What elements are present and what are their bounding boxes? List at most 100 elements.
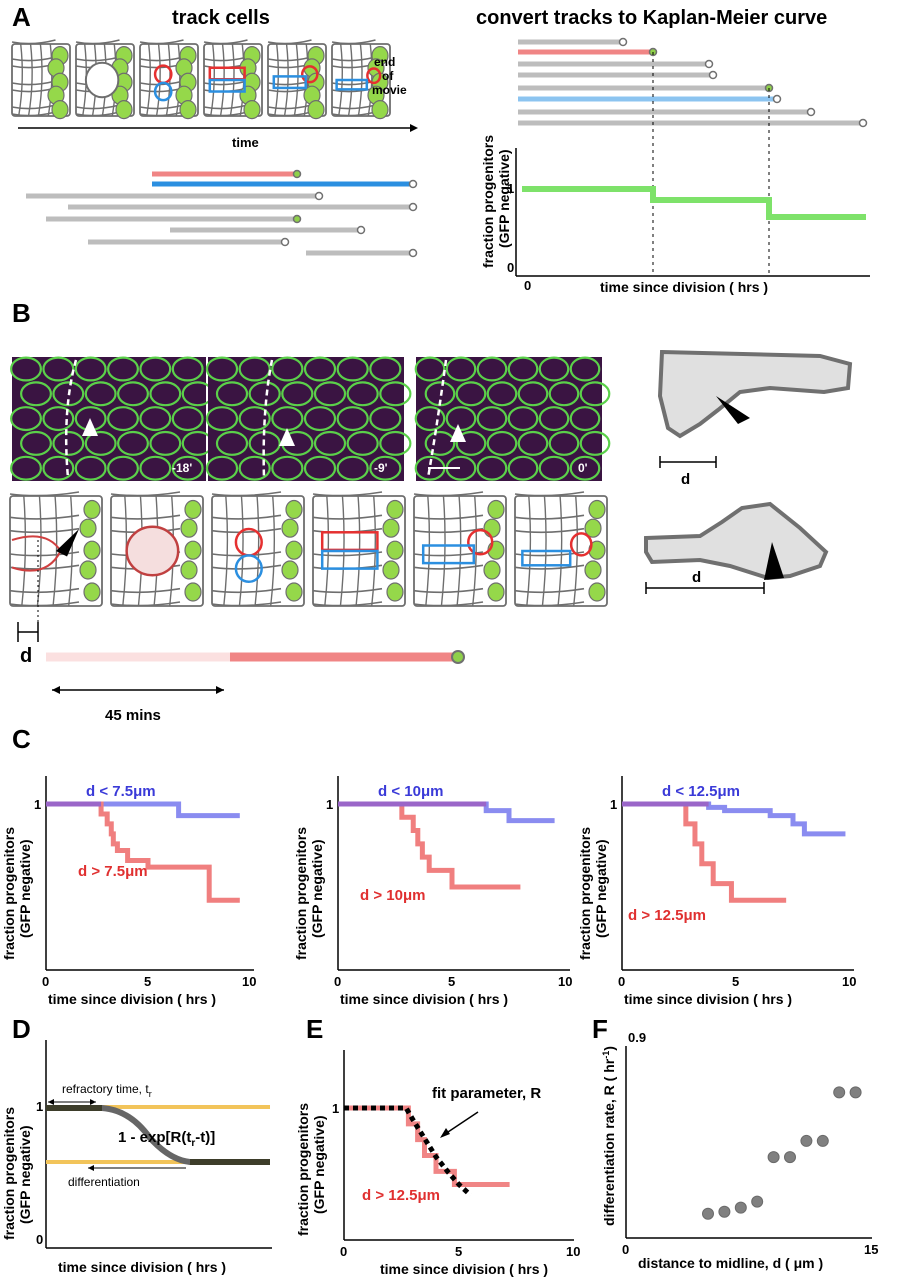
cell-frame: [9, 491, 103, 607]
track-end: [314, 191, 324, 201]
series-label: d > 12.5μm: [362, 1187, 440, 1204]
cell-frame: [331, 39, 391, 120]
arrowhead-icon: [279, 428, 295, 446]
microscopy-frame-2: -9': [205, 356, 412, 481]
xtick-5: 5: [144, 974, 151, 989]
scatter-point: [767, 1151, 780, 1164]
label-near: d < 12.5μm: [662, 783, 740, 800]
d-differentiation-label: differentiation: [68, 1175, 140, 1189]
timestamp-2: -9': [374, 461, 388, 475]
cell-tracks-left: [26, 169, 418, 258]
cell-frame: [267, 39, 327, 120]
d-model-curve: [46, 1105, 270, 1165]
track-end: [858, 118, 868, 128]
track-end: [408, 202, 418, 212]
panel-a-title-left: track cells: [172, 7, 270, 29]
xtick-5: 5: [448, 974, 455, 989]
cell-shape-far: [644, 501, 829, 581]
end-of-movie-2: of: [382, 69, 394, 83]
cell-frame: [312, 491, 406, 607]
series-far: [344, 1105, 510, 1188]
xlabel: time since division ( hrs ): [340, 991, 508, 1007]
label-near: d < 10μm: [378, 783, 443, 800]
ytick-1: 1: [332, 1101, 339, 1116]
panel-label-b: B: [12, 298, 31, 328]
scatter-point: [816, 1134, 829, 1147]
track-end: [618, 37, 628, 47]
track-end: [280, 237, 290, 247]
xlabel: distance to midline, d ( μm ): [638, 1255, 823, 1271]
scale-45-label: 45 mins: [105, 707, 161, 724]
d-label: d: [20, 645, 32, 667]
scatter-point: [751, 1195, 764, 1208]
km-tick-1: 1: [507, 181, 514, 196]
series-far: [622, 801, 787, 903]
cell-shape-near: [657, 349, 853, 439]
fit-curve: [344, 1105, 473, 1197]
shape-d-2: d: [692, 569, 701, 586]
ytick-1: 1: [34, 797, 41, 812]
label-far: d > 12.5μm: [628, 907, 706, 924]
ylabel-2: (GFP negative): [593, 839, 609, 938]
panel-a-title-right: convert tracks to Kaplan-Meier curve: [476, 7, 827, 29]
series-far: [338, 801, 521, 890]
cell-tracks-right: [518, 37, 868, 128]
xtick-5: 5: [732, 974, 739, 989]
xtick-10: 10: [566, 1244, 580, 1259]
d-xlabel: time since division ( hrs ): [58, 1259, 226, 1275]
panel-f-chart: 0.9 0 15 differentiation rate, R ( hr-1) dis…: [601, 1030, 878, 1271]
km-tick-0: 0: [507, 260, 514, 275]
ylabel-1: fraction progenitors: [1, 827, 17, 960]
cell-tracking-schematic-b: [9, 491, 608, 607]
panel-label-e: E: [306, 1014, 323, 1044]
shape-d-1: d: [681, 471, 690, 488]
cell-frame: [211, 491, 305, 607]
xtick-10: 10: [842, 974, 856, 989]
arrowhead-icon: [764, 542, 784, 580]
track-end: [292, 214, 302, 224]
arrowhead-icon: [82, 418, 98, 436]
track-end: [806, 107, 816, 117]
track-end: [708, 70, 718, 80]
cell-tracking-schematic: [11, 39, 391, 120]
ylabel-1: fraction progenitors: [295, 1103, 311, 1236]
ylabel-2: (GFP negative): [17, 839, 33, 938]
cell-frame: [75, 39, 135, 120]
ytick-1: 1: [610, 797, 617, 812]
xtick-10: 10: [242, 974, 256, 989]
d-ylabel-2: (GFP negative): [17, 1125, 33, 1224]
time-label: time: [232, 135, 259, 150]
km-xtick-0: 0: [524, 278, 531, 293]
ylabel-2: (GFP negative): [309, 839, 325, 938]
d-tick-1: 1: [36, 1099, 43, 1114]
arrowhead-icon: [716, 396, 750, 424]
end-of-movie-3: movie: [372, 83, 407, 97]
cell-frame: [514, 491, 608, 607]
scatter-point: [800, 1134, 813, 1147]
xlabel: time since division ( hrs ): [48, 991, 216, 1007]
cell-frame: [203, 39, 263, 120]
d-ylabel-1: fraction progenitors: [1, 1107, 17, 1240]
ytick-0-9: 0.9: [628, 1030, 646, 1045]
xtick-0: 0: [42, 974, 49, 989]
panel-label-f: F: [592, 1014, 608, 1044]
scatter-point: [734, 1201, 747, 1214]
xtick-0: 0: [618, 974, 625, 989]
d-formula: 1 - exp[R(tr-t)]: [118, 1129, 215, 1149]
scatter-point: [833, 1086, 846, 1099]
xlabel: time since division ( hrs ): [624, 991, 792, 1007]
arrowhead-icon: [450, 424, 466, 442]
track-end: [292, 169, 302, 179]
cell-frame: [110, 491, 204, 607]
d-tick-0: 0: [36, 1232, 43, 1247]
cell-frame: [413, 491, 507, 607]
xtick-0: 0: [340, 1244, 347, 1259]
km-ylabel-1: fraction progenitors: [480, 135, 496, 268]
panel-label-d: D: [12, 1014, 31, 1044]
